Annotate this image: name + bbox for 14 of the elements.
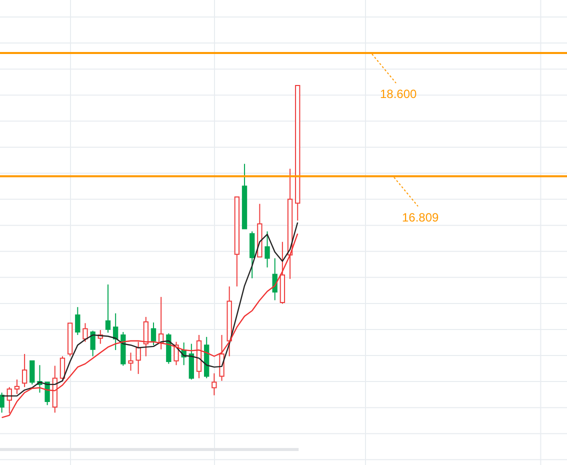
candlestick [212, 372, 217, 396]
candlestick [143, 316, 148, 357]
candlestick [128, 352, 134, 372]
candlestick [257, 203, 262, 258]
candlestick [264, 230, 270, 268]
candlestick [112, 312, 118, 351]
text: 18.600 [380, 87, 418, 102]
candlestick [52, 365, 58, 414]
candlestick [242, 163, 248, 230]
text: 16.809 [402, 210, 440, 224]
candlestick [0, 392, 4, 414]
candlestick [234, 196, 240, 287]
candlestick [295, 85, 300, 222]
candlestick [14, 379, 20, 394]
